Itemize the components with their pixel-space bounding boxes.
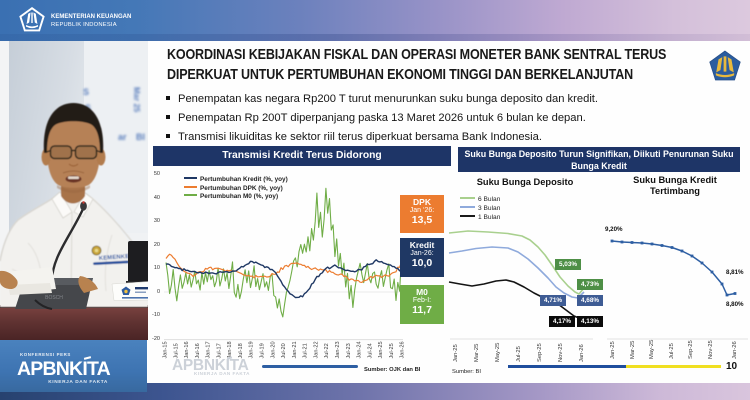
svg-text:Jul-23: Jul-23 [346, 343, 352, 358]
svg-text:Jan-21: Jan-21 [292, 341, 298, 358]
svg-text:Jan-25: Jan-25 [378, 341, 384, 358]
svg-text:Sep-25: Sep-25 [688, 340, 694, 359]
svg-text:BI: BI [136, 132, 145, 142]
svg-text:S: S [83, 87, 89, 97]
svg-text:Jul-21: Jul-21 [303, 343, 309, 358]
svg-text:Jul-25: Jul-25 [516, 346, 522, 362]
svg-text:ar: ar [118, 132, 127, 142]
svg-text:Jan-18: Jan-18 [227, 341, 233, 358]
svg-text:Jul-22: Jul-22 [324, 343, 330, 358]
svg-text:Jan-26: Jan-26 [579, 344, 585, 362]
svg-text:Jul-25: Jul-25 [669, 343, 675, 359]
svg-text:Jan-26: Jan-26 [732, 341, 738, 359]
svg-text:Jan-16: Jan-16 [184, 341, 190, 358]
svg-text:Jan-19: Jan-19 [249, 341, 255, 358]
svg-text:May-25: May-25 [495, 343, 501, 362]
svg-text:May-25: May-25 [649, 340, 655, 359]
svg-text:Nov-25: Nov-25 [708, 340, 714, 359]
svg-text:Jan-23: Jan-23 [335, 341, 341, 358]
svg-text:KEMENKEU: KEMENKEU [99, 254, 134, 262]
svg-text:BOSCH: BOSCH [45, 295, 63, 301]
svg-text:Jul-25: Jul-25 [389, 343, 395, 358]
svg-text:Nov-25: Nov-25 [558, 343, 564, 362]
svg-text:Jan-24: Jan-24 [357, 341, 363, 358]
svg-text:Jul-24: Jul-24 [367, 343, 373, 358]
svg-text:Jan-25: Jan-25 [453, 344, 459, 362]
svg-text:Jul-19: Jul-19 [260, 343, 266, 358]
svg-text:Sep-25: Sep-25 [537, 343, 543, 362]
svg-text:Jul-15: Jul-15 [173, 343, 179, 358]
svg-text:Jan-17: Jan-17 [206, 341, 212, 358]
svg-text:Jan-22: Jan-22 [313, 341, 319, 358]
svg-text:Jul-18: Jul-18 [238, 343, 244, 358]
svg-text:Jul-20: Jul-20 [281, 343, 287, 358]
svg-text:Jul-17: Jul-17 [216, 343, 222, 358]
svg-text:Jan-25: Jan-25 [610, 341, 616, 359]
svg-text:Mar-25: Mar-25 [474, 344, 480, 362]
svg-text:Jan-20: Jan-20 [270, 341, 276, 358]
svg-text:Jan-15: Jan-15 [163, 341, 169, 358]
svg-text:Mar-25: Mar-25 [630, 341, 636, 359]
svg-text:Jan-26: Jan-26 [400, 341, 406, 358]
svg-text:Jul-16: Jul-16 [195, 343, 201, 358]
svg-text:Mar 25: Mar 25 [132, 87, 141, 113]
